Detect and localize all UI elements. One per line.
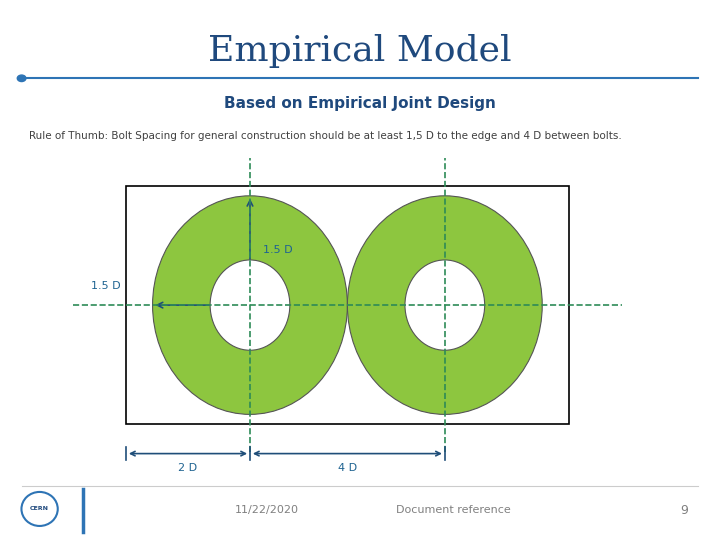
Text: Based on Empirical Joint Design: Based on Empirical Joint Design	[224, 96, 496, 111]
Text: 9: 9	[680, 504, 688, 517]
Text: Document reference: Document reference	[396, 505, 511, 515]
Text: CERN: CERN	[30, 507, 49, 511]
Ellipse shape	[405, 260, 485, 350]
Text: 4 D: 4 D	[338, 463, 357, 474]
Text: 11/22/2020: 11/22/2020	[235, 505, 298, 515]
Text: 2 D: 2 D	[179, 463, 197, 474]
Text: Empirical Model: Empirical Model	[208, 35, 512, 68]
Ellipse shape	[210, 260, 290, 350]
Circle shape	[22, 492, 58, 526]
Text: 1.5 D: 1.5 D	[91, 281, 120, 291]
Ellipse shape	[153, 196, 348, 414]
Text: Rule of Thumb: Bolt Spacing for general construction should be at least 1,5 D to: Rule of Thumb: Bolt Spacing for general …	[29, 131, 621, 141]
Text: 1.5 D: 1.5 D	[264, 246, 293, 255]
Ellipse shape	[348, 196, 542, 414]
